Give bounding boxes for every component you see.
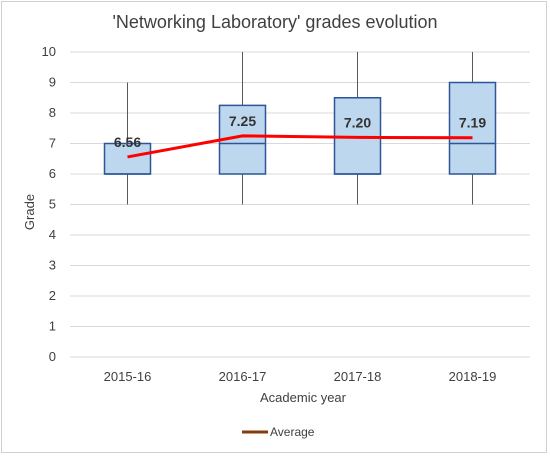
- average-series: [127, 134, 473, 159]
- y-axis-ticks: 0 1 2 3 4 5 6 7 8 9 10: [42, 44, 56, 364]
- legend: Average: [242, 425, 315, 439]
- average-line: [127, 134, 473, 159]
- average-data-label: 7.25: [229, 113, 256, 129]
- x-tick-label: 2018-19: [449, 369, 497, 384]
- y-tick-label: 9: [49, 75, 56, 90]
- legend-label-average: Average: [270, 425, 315, 439]
- y-tick-label: 6: [49, 166, 56, 181]
- y-tick-label: 0: [49, 349, 56, 364]
- y-tick-label: 1: [49, 319, 56, 334]
- average-data-label: 7.19: [459, 115, 486, 131]
- y-tick-label: 2: [49, 288, 56, 303]
- y-tick-label: 4: [49, 227, 56, 242]
- y-tick-label: 3: [49, 258, 56, 273]
- average-data-label: 7.20: [344, 114, 371, 130]
- average-data-label: 6.56: [114, 134, 141, 150]
- x-axis-label: Academic year: [260, 390, 347, 405]
- x-tick-label: 2016-17: [219, 369, 267, 384]
- box-series: [103, 52, 497, 205]
- x-axis-ticks: 2015-16 2016-17 2017-18 2018-19: [104, 369, 497, 384]
- y-tick-label: 5: [49, 197, 56, 212]
- box: [448, 81, 497, 175]
- y-tick-label: 7: [49, 136, 56, 151]
- x-tick-label: 2015-16: [104, 369, 152, 384]
- y-axis-label: Grade: [22, 194, 37, 230]
- x-tick-label: 2017-18: [334, 369, 382, 384]
- chart-title: 'Networking Laboratory' grades evolution: [112, 12, 437, 32]
- y-tick-label: 10: [42, 44, 56, 59]
- y-tick-label: 8: [49, 105, 56, 120]
- data-labels: 6.56 7.25 7.20 7.19: [114, 113, 486, 150]
